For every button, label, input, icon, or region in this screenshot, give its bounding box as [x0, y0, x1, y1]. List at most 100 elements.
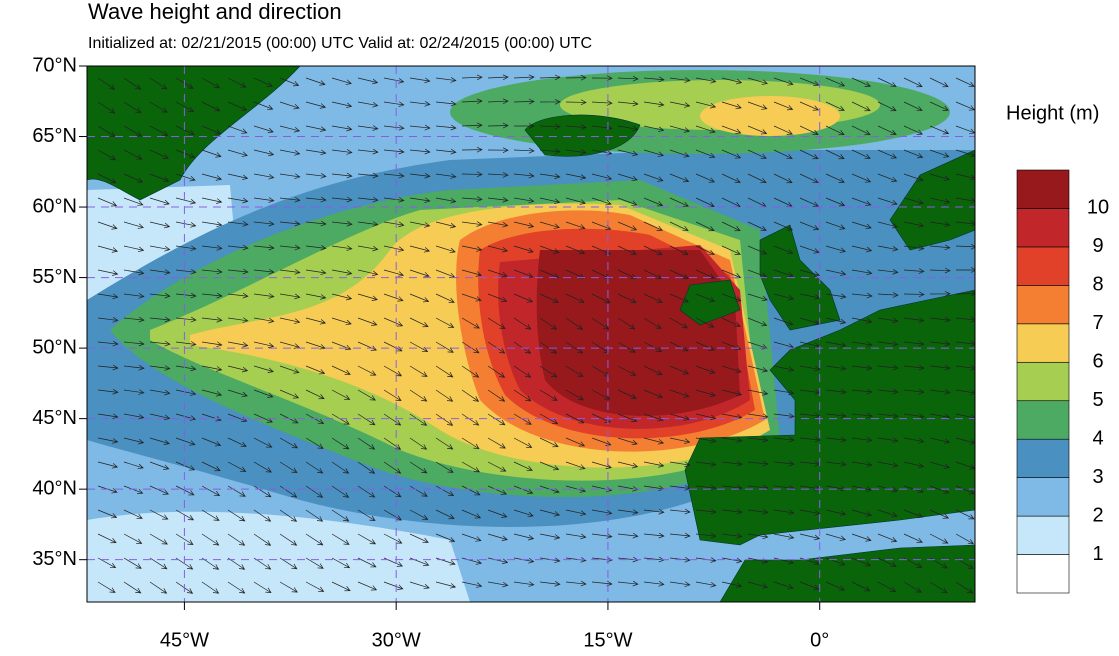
direction-arrow [825, 293, 847, 300]
direction-arrow [513, 172, 535, 179]
direction-arrow [721, 125, 742, 134]
direction-arrow [175, 316, 197, 323]
direction-arrow [357, 317, 378, 326]
direction-arrow [461, 245, 483, 252]
direction-arrow [383, 197, 405, 203]
direction-arrow [773, 509, 795, 516]
direction-arrow [851, 197, 872, 206]
y-tick-label: 50°N [32, 336, 77, 358]
scandinavia [889, 149, 975, 251]
direction-arrow [383, 101, 405, 108]
direction-arrow [435, 221, 457, 229]
direction-arrow [591, 365, 610, 377]
direction-arrow [851, 269, 873, 276]
colorbar-title: Height (m) [1006, 102, 1099, 124]
direction-arrow [929, 485, 950, 494]
direction-arrow [305, 485, 324, 498]
direction-arrow [461, 293, 482, 302]
direction-arrow [201, 389, 223, 397]
direction-arrow [487, 122, 509, 129]
direction-arrow [279, 509, 298, 522]
direction-arrow [279, 77, 300, 87]
direction-arrow [383, 293, 404, 302]
direction-arrow [799, 245, 820, 254]
direction-arrow [643, 197, 664, 207]
colorbar-label: 7 [1092, 312, 1103, 334]
direction-arrow [513, 293, 534, 303]
direction-arrow [669, 341, 689, 352]
direction-arrow [929, 125, 950, 135]
direction-arrow [201, 173, 223, 181]
direction-arrow [331, 101, 353, 109]
direction-arrow [669, 221, 689, 232]
direction-arrow [721, 221, 741, 232]
direction-arrow [955, 437, 975, 445]
direction-arrow [513, 389, 532, 402]
direction-arrow [123, 509, 143, 519]
direction-arrow [669, 461, 691, 468]
direction-arrow [279, 461, 298, 474]
direction-arrow [97, 269, 119, 276]
direction-arrow [227, 221, 249, 227]
direction-arrow [825, 173, 845, 183]
great-britain [759, 224, 841, 331]
direction-arrow [123, 77, 142, 90]
direction-arrow [201, 316, 223, 323]
direction-arrow [461, 146, 483, 153]
direction-arrow [643, 437, 665, 445]
wave-field [87, 66, 975, 602]
direction-arrow [513, 221, 535, 229]
direction-arrow [435, 245, 456, 254]
direction-arrow [357, 509, 376, 522]
direction-arrow [929, 221, 951, 228]
direction-arrow [799, 269, 821, 277]
direction-arrow [331, 341, 352, 351]
direction-arrow [695, 77, 717, 84]
direction-arrow [383, 172, 405, 179]
direction-arrow [149, 557, 168, 570]
direction-arrow [97, 413, 119, 420]
direction-arrow [175, 221, 197, 228]
direction-arrow [175, 149, 196, 159]
direction-arrow [929, 461, 950, 469]
direction-arrow [123, 125, 142, 137]
direction-arrow [773, 101, 794, 111]
direction-arrow [929, 77, 949, 88]
direction-arrow [565, 365, 584, 378]
colorbar-label: 2 [1092, 504, 1103, 526]
direction-arrow [591, 341, 610, 354]
direction-arrow [799, 197, 819, 207]
direction-arrow [903, 533, 923, 543]
direction-arrow [877, 77, 897, 88]
direction-arrow [695, 293, 716, 303]
direction-arrow [331, 172, 353, 179]
direction-arrow [357, 581, 378, 591]
direction-arrow [877, 197, 898, 206]
direction-arrow [487, 413, 506, 426]
direction-arrow [747, 173, 767, 184]
direction-arrow [877, 101, 897, 112]
direction-arrow [305, 244, 327, 251]
direction-arrow [331, 365, 351, 375]
greenland [87, 66, 301, 201]
direction-arrow [149, 269, 171, 275]
direction-arrow [513, 74, 535, 81]
direction-arrow [773, 125, 793, 135]
direction-arrow [383, 221, 405, 228]
direction-arrow [253, 389, 274, 398]
x-tick-label: 0° [810, 629, 829, 651]
direction-arrow [721, 101, 742, 110]
direction-arrow [669, 413, 691, 421]
direction-arrow [773, 413, 795, 419]
direction-arrow [799, 221, 820, 231]
direction-arrow [383, 437, 402, 450]
contour-6-7 [700, 96, 840, 136]
direction-arrow [669, 197, 689, 207]
direction-arrow [253, 413, 274, 423]
direction-arrow [279, 437, 299, 449]
direction-arrow [409, 413, 428, 426]
direction-arrow [279, 125, 301, 133]
direction-arrow [851, 245, 873, 253]
direction-arrow [409, 461, 428, 474]
y-tick-label: 70°N [32, 54, 77, 76]
